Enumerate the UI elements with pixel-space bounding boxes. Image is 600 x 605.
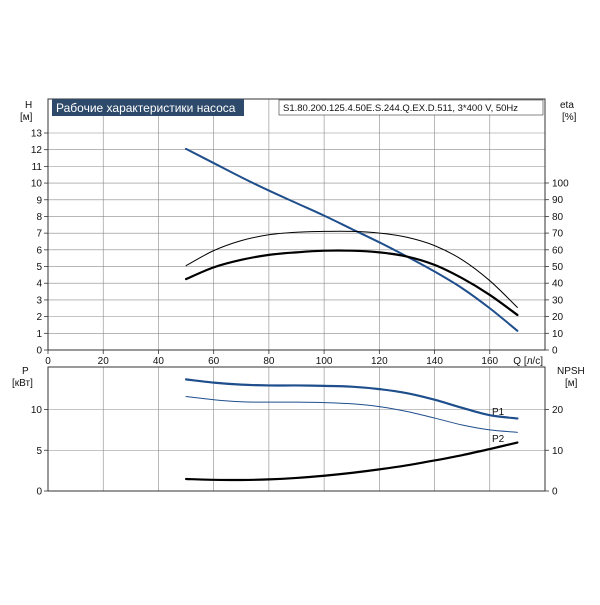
top-right-tick-label-70: 70 bbox=[552, 229, 564, 240]
top-right-tick-label-0: 0 bbox=[552, 346, 558, 357]
top-left-tick-label-1: 1 bbox=[36, 329, 42, 340]
top-right-tick-label-20: 20 bbox=[552, 312, 564, 323]
top-right-tick-label-60: 60 bbox=[552, 245, 564, 256]
top-left-axis-label-line2: [м] bbox=[20, 112, 33, 123]
top-panel-series bbox=[184, 147, 519, 332]
top-left-tick-label-4: 4 bbox=[36, 279, 42, 290]
top-right-tick-label-30: 30 bbox=[552, 295, 564, 306]
top-left-tick-label-0: 0 bbox=[36, 346, 42, 357]
bottom-left-axis-label-line2: [кВт] bbox=[12, 378, 33, 389]
bottom-right-tick-label-10: 10 bbox=[552, 446, 564, 457]
top-left-tick-label-11: 11 bbox=[32, 162, 43, 173]
x-tick-label-0: 0 bbox=[45, 356, 51, 367]
npsh-curve-line bbox=[184, 441, 519, 482]
x-tick-label-140: 140 bbox=[426, 356, 443, 367]
top-left-tick-label-12: 12 bbox=[31, 145, 43, 156]
x-tick-label-40: 40 bbox=[153, 356, 165, 367]
top-panel-frame bbox=[47, 98, 546, 351]
bottom-left-axis-label-line1: P bbox=[22, 366, 29, 377]
power-p2-curve-line bbox=[185, 395, 518, 433]
top-left-tick-label-8: 8 bbox=[36, 212, 42, 223]
x-tick-label-60: 60 bbox=[208, 356, 220, 367]
top-panel-ticks: 0123456789101112130102030405060708090100… bbox=[31, 129, 569, 368]
x-tick-label-120: 120 bbox=[371, 356, 388, 367]
bottom-left-tick-label-10: 10 bbox=[31, 405, 43, 416]
model-box-background bbox=[278, 99, 544, 116]
top-right-tick-label-90: 90 bbox=[552, 195, 564, 206]
x-tick-label-20: 20 bbox=[98, 356, 110, 367]
bottom-panel-ticks: 0 5 10 0 10 20 bbox=[31, 405, 564, 498]
top-right-axis-label-line2: [%] bbox=[562, 112, 577, 123]
top-left-tick-label-3: 3 bbox=[36, 295, 42, 306]
top-left-tick-label-13: 13 bbox=[31, 129, 43, 140]
top-right-axis-label-line1: eta bbox=[560, 100, 574, 111]
x-axis-title: Q [л/с] bbox=[513, 356, 543, 367]
bottom-right-axis-label-line1: NPSH bbox=[557, 366, 585, 377]
series-label-p2: P2 bbox=[492, 434, 505, 445]
top-left-tick-label-7: 7 bbox=[36, 229, 42, 240]
top-right-tick-label-10: 10 bbox=[552, 329, 564, 340]
top-left-tick-label-9: 9 bbox=[36, 195, 42, 206]
title-box-background bbox=[52, 99, 244, 116]
top-right-tick-label-80: 80 bbox=[552, 212, 564, 223]
npsh-like-black-curve-line bbox=[184, 249, 519, 317]
top-left-tick-label-6: 6 bbox=[36, 245, 42, 256]
bottom-panel-series bbox=[184, 378, 519, 482]
top-left-axis-label-line1: H bbox=[25, 100, 32, 111]
top-right-tick-label-100: 100 bbox=[552, 179, 569, 190]
bottom-right-tick-label-0: 0 bbox=[552, 487, 558, 498]
bottom-left-tick-label-5: 5 bbox=[36, 446, 42, 457]
x-tick-label-100: 100 bbox=[316, 356, 333, 367]
pump-model-label: S1.80.200.125.4.50E.S.244.Q.EX.D.511, 3*… bbox=[283, 103, 518, 114]
bottom-left-tick-label-0: 0 bbox=[36, 487, 42, 498]
top-right-tick-label-50: 50 bbox=[552, 262, 564, 273]
top-left-tick-label-2: 2 bbox=[36, 312, 42, 323]
series-label-p1: P1 bbox=[492, 407, 505, 418]
bottom-panel-frame bbox=[47, 366, 546, 492]
power-p1-curve-line bbox=[184, 378, 519, 420]
efficiency-curve-line bbox=[185, 230, 518, 308]
bottom-right-axis-label-line2: [м] bbox=[565, 378, 578, 389]
top-right-tick-label-40: 40 bbox=[552, 279, 564, 290]
head-curve-line bbox=[185, 147, 519, 332]
top-left-tick-label-10: 10 bbox=[31, 179, 43, 190]
top-panel-grid bbox=[48, 99, 545, 350]
top-left-tick-label-5: 5 bbox=[36, 262, 42, 273]
x-tick-label-80: 80 bbox=[263, 356, 275, 367]
x-tick-label-160: 160 bbox=[481, 356, 498, 367]
chart-title: Рабочие характеристики насоса bbox=[56, 101, 236, 115]
bottom-right-tick-label-20: 20 bbox=[552, 405, 564, 416]
